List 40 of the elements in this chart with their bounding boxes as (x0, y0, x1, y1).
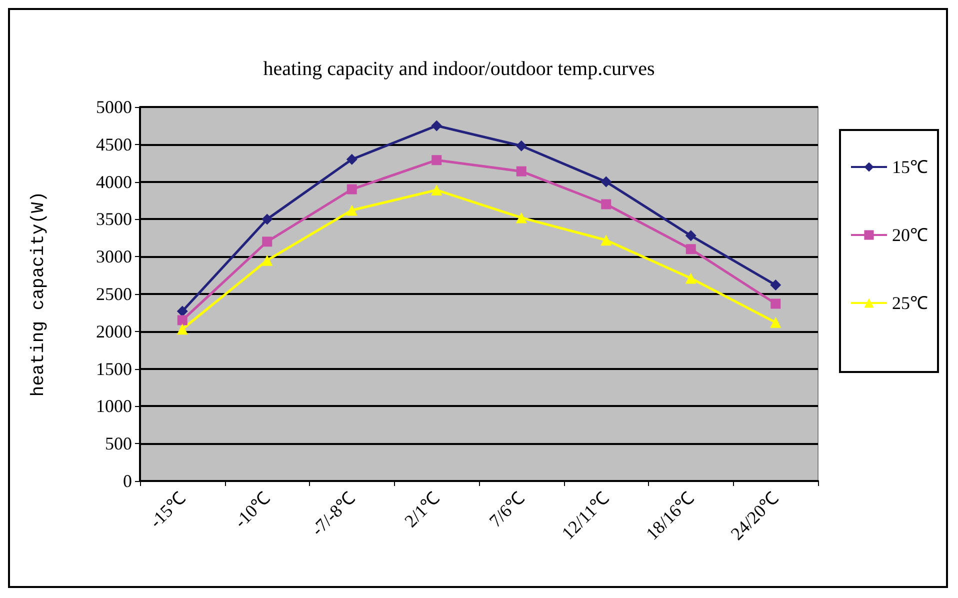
point (432, 155, 442, 166)
legend-label: 15℃ (892, 157, 928, 177)
point (346, 204, 358, 216)
point (516, 212, 527, 224)
legend-label: 20℃ (892, 225, 928, 245)
y-tick-label: 1500 (96, 358, 132, 379)
point (685, 272, 696, 284)
point (516, 166, 526, 176)
y-tick-label: 2000 (96, 321, 132, 342)
y-tick-label: 3000 (96, 246, 132, 267)
point (431, 184, 442, 196)
point (685, 230, 696, 242)
point (262, 254, 273, 266)
y-tick-label: 500 (105, 434, 132, 454)
point (346, 184, 357, 194)
y-tick-label: 0 (123, 471, 132, 491)
point (346, 154, 358, 165)
chart-title: heating capacity and indoor/outdoor temp.curves (263, 58, 655, 80)
point (176, 306, 188, 317)
point (262, 236, 272, 247)
y-tick-label: 1000 (96, 396, 132, 416)
point (262, 214, 273, 225)
y-tick-label: 4000 (96, 172, 132, 192)
y-axis-title: heating capacity(W) (29, 191, 49, 397)
y-tick-label: 4500 (96, 134, 132, 154)
y-tick-label: 2500 (96, 284, 132, 304)
y-tick-label: 5000 (96, 97, 132, 117)
point (177, 315, 188, 326)
y-tick-label: 3500 (96, 209, 132, 230)
point (770, 316, 782, 328)
point (601, 199, 612, 210)
point (431, 120, 442, 132)
point (176, 324, 188, 335)
point (516, 140, 527, 152)
point (600, 234, 612, 246)
legend-label: 25℃ (892, 293, 928, 313)
point (686, 244, 696, 254)
point (770, 298, 781, 309)
point (600, 176, 612, 188)
point (770, 280, 782, 291)
